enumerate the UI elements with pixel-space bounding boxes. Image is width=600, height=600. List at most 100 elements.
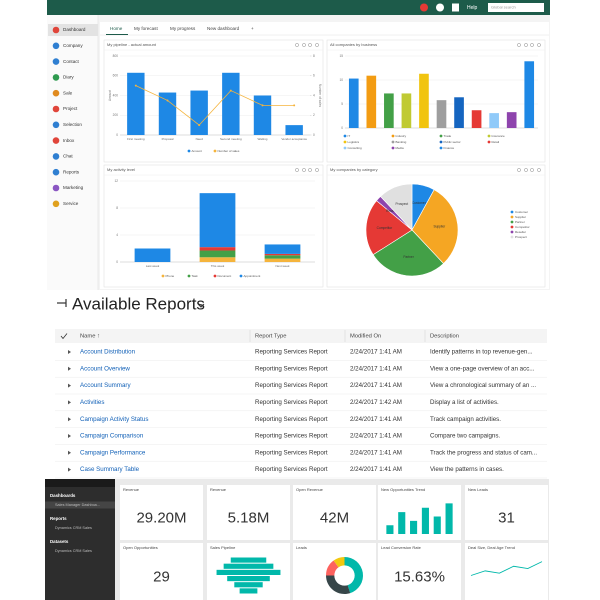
row-expander[interactable] (68, 383, 71, 388)
x-tick-label: This week (211, 264, 225, 268)
row-expander[interactable] (68, 400, 71, 405)
nav-heading[interactable]: Datasets (50, 539, 69, 544)
widget-tool[interactable] (530, 168, 534, 172)
menu-item[interactable]: Service (63, 201, 79, 206)
column-header[interactable]: Modified On (350, 334, 381, 340)
bar (285, 125, 303, 135)
x-tick-label: Last week (146, 264, 160, 268)
row-expander[interactable] (68, 434, 71, 438)
menu-item[interactable]: Company (63, 43, 83, 48)
tile-value: 5.18M (228, 509, 270, 526)
menu-item[interactable]: Sale (63, 90, 73, 95)
widget-tool[interactable] (517, 43, 521, 47)
slice-label: Reseller (386, 209, 399, 213)
tile[interactable] (207, 485, 290, 540)
doc-icon[interactable] (452, 3, 459, 12)
tile[interactable] (378, 543, 461, 600)
column-header[interactable]: Name ↑ (80, 334, 100, 340)
report-name[interactable]: Campaign Comparison (80, 433, 144, 440)
widget-tool[interactable] (524, 168, 528, 172)
search-placeholder: Global search (491, 5, 516, 10)
tile[interactable] (120, 543, 203, 600)
report-cell: Reporting Services Report (255, 349, 328, 356)
widget-tool[interactable] (537, 168, 541, 172)
widget-tool[interactable] (530, 43, 534, 47)
nav-item[interactable]: Dynamics CRM Sales (55, 549, 92, 553)
row-expander[interactable] (68, 417, 71, 422)
widget-tool[interactable] (537, 43, 541, 47)
menu-item[interactable]: Marketing (63, 185, 84, 190)
report-cell: 2/24/2017 1:41 AM (350, 416, 402, 423)
tile-value: 29.20M (136, 509, 186, 526)
legend-swatch (213, 149, 217, 153)
widget-tool[interactable] (302, 43, 306, 47)
report-name[interactable]: Campaign Activity Status (80, 416, 148, 423)
tile[interactable] (465, 543, 548, 600)
legend-swatch (510, 220, 514, 224)
widget-tool[interactable] (295, 43, 299, 47)
legend-label: Banking (396, 140, 407, 144)
row-expander[interactable] (68, 366, 71, 371)
menu-item[interactable]: Contact (63, 59, 80, 64)
user-icon[interactable] (436, 3, 444, 12)
line-point (134, 84, 137, 87)
widget-tool[interactable] (308, 168, 312, 172)
report-cell: Reporting Services Report (255, 449, 328, 456)
title-chevron[interactable] (197, 303, 205, 308)
report-name[interactable]: Account Distribution (80, 349, 136, 356)
report-name[interactable]: Account Summary (80, 382, 131, 389)
widget-tool[interactable] (295, 168, 299, 172)
tile[interactable] (120, 485, 203, 540)
widget-tool[interactable] (517, 168, 521, 172)
menu-item[interactable]: Chat (63, 154, 73, 159)
nav-item[interactable]: Sales Manager Dashboa... (55, 503, 100, 507)
y-tick-label: 600 (113, 74, 119, 78)
legend-label: Supplier (515, 215, 526, 219)
column-header[interactable]: Description (430, 334, 459, 340)
row-expander[interactable] (68, 450, 71, 455)
bar (366, 75, 377, 128)
menu-item[interactable]: Selection (63, 122, 82, 127)
widget-tool[interactable] (315, 43, 319, 47)
widget-tool[interactable] (308, 43, 312, 47)
y-tick-label: 0 (116, 133, 118, 137)
report-name[interactable]: Activities (80, 399, 104, 406)
nav-heading[interactable]: Reports (50, 516, 67, 521)
menu-item[interactable]: Diary (63, 75, 74, 80)
tab[interactable]: My progress (170, 26, 196, 31)
tile[interactable] (465, 485, 548, 540)
menu-item[interactable]: Reports (63, 169, 80, 174)
bar (158, 92, 177, 135)
select-all[interactable] (60, 333, 68, 340)
row-expander[interactable] (68, 350, 71, 354)
legend-label: Trade (444, 134, 452, 138)
tab[interactable]: + (251, 26, 254, 31)
report-name[interactable]: Campaign Performance (80, 449, 146, 456)
legend-label: Retail (492, 140, 500, 144)
menu-item[interactable]: Dashboard (63, 27, 86, 32)
nav-item[interactable]: Dynamics CRM Sales (55, 526, 92, 530)
y-tick-label: 8 (116, 206, 118, 210)
funnel-bar (234, 582, 263, 588)
row-expander[interactable] (68, 467, 71, 472)
menu-item[interactable]: Project (63, 106, 78, 111)
notification-icon[interactable] (420, 3, 428, 12)
tab[interactable]: New dashboard (207, 26, 240, 31)
search-box[interactable] (488, 3, 544, 12)
report-cell: View the patterns in cases. (430, 466, 504, 473)
tile[interactable] (293, 485, 376, 540)
widget-tool[interactable] (302, 168, 306, 172)
column-header[interactable]: Report Type (255, 334, 286, 340)
tab[interactable]: My forecast (134, 26, 158, 31)
menu-item[interactable]: Inbox (63, 138, 75, 143)
report-name[interactable]: Account Overview (80, 365, 130, 372)
report-name[interactable]: Case Summary Table (80, 466, 140, 473)
tab[interactable]: Home (110, 26, 123, 31)
bar (419, 73, 429, 128)
widget-tool[interactable] (524, 43, 528, 47)
help-link[interactable]: Help (467, 5, 478, 11)
nav-heading[interactable]: Dashboards (50, 493, 76, 498)
y-tick-label: 12 (114, 179, 118, 183)
report-cell: 2/24/2017 1:41 AM (350, 449, 402, 456)
widget-tool[interactable] (315, 168, 319, 172)
